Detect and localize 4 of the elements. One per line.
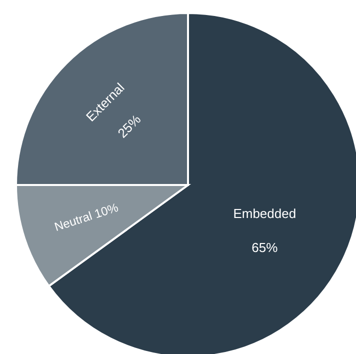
- data-label: 65%: [252, 240, 278, 256]
- data-label: 10%: [92, 200, 120, 222]
- slice-label: Embedded: [233, 206, 296, 222]
- slice-label: Neutral: [52, 208, 94, 234]
